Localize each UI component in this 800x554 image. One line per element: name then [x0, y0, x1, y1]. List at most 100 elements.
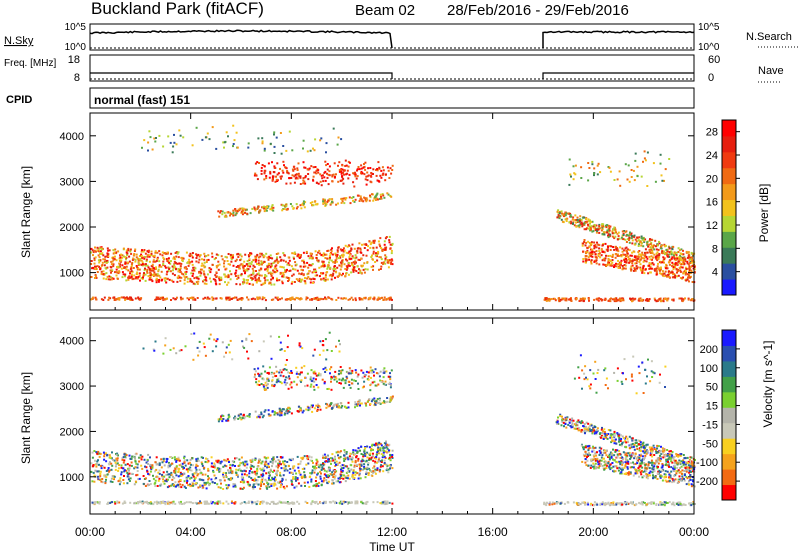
range-cell [588, 227, 590, 230]
range-cell [99, 259, 102, 262]
range-cell [345, 465, 348, 468]
range-cell [215, 477, 218, 480]
range-cell [376, 442, 379, 445]
range-cell [155, 266, 157, 269]
range-cell [371, 254, 373, 257]
range-cell [215, 253, 218, 256]
range-cell [663, 501, 666, 504]
range-cell [102, 277, 105, 280]
range-cell [679, 269, 682, 272]
range-cell [179, 479, 182, 482]
range-cell [185, 479, 187, 482]
range-cell [257, 272, 260, 275]
range-cell [365, 471, 368, 474]
range-cell [553, 502, 556, 505]
range-cell [379, 193, 382, 196]
range-cell [162, 298, 165, 301]
range-cell [146, 268, 149, 271]
range-cell [377, 240, 380, 243]
range-cell [326, 163, 329, 165]
range-cell [263, 296, 266, 299]
range-cell [331, 274, 334, 277]
range-cell [593, 501, 596, 504]
range-cell [206, 297, 209, 300]
range-cell [379, 468, 382, 471]
range-cell [246, 269, 249, 272]
range-cell [291, 274, 294, 277]
range-cell [303, 455, 306, 458]
range-cell [377, 296, 380, 299]
range-cell [181, 465, 184, 468]
colorbar-swatch [722, 263, 736, 280]
range-cell [269, 468, 272, 471]
range-cell [293, 257, 295, 260]
range-cell [241, 488, 244, 490]
range-cell [247, 275, 250, 278]
range-cell [588, 167, 591, 169]
range-cell [295, 278, 298, 281]
range-cell [97, 254, 100, 257]
range-cell [195, 281, 198, 284]
range-cell [122, 273, 125, 276]
range-cell [389, 247, 392, 250]
range-cell [223, 458, 226, 461]
range-cell [286, 263, 289, 266]
range-cell [227, 275, 230, 278]
range-cell [150, 502, 153, 505]
range-cell [618, 237, 621, 240]
range-cell [346, 501, 349, 504]
range-cell [330, 248, 333, 251]
range-cell [271, 476, 274, 479]
range-cell [165, 473, 168, 476]
range-cell [349, 249, 352, 252]
range-cell [202, 486, 205, 489]
range-cell [230, 273, 233, 276]
range-cell [660, 174, 663, 177]
range-cell [616, 263, 619, 266]
range-cell [373, 471, 376, 474]
range-cell [391, 502, 394, 505]
range-cell [341, 164, 344, 167]
range-cell [283, 460, 286, 463]
range-cell [142, 482, 145, 485]
range-cell [372, 199, 375, 202]
range-cell [267, 272, 270, 275]
range-cell [572, 501, 575, 504]
range-cell [319, 470, 322, 473]
range-cell [236, 253, 239, 256]
range-cell [643, 157, 646, 160]
range-cell [172, 297, 175, 300]
range-cell [356, 500, 359, 503]
range-cell [557, 209, 560, 212]
range-cell [293, 465, 296, 468]
range-cell [366, 468, 369, 471]
range-cell [611, 261, 614, 264]
range-cell [130, 298, 133, 301]
range-cell [261, 500, 264, 503]
range-cell [386, 464, 389, 467]
range-cell [114, 248, 117, 251]
range-cell [391, 457, 394, 459]
range-cell [180, 500, 182, 503]
range-cell [180, 256, 183, 259]
range-cell [283, 208, 286, 210]
range-cell [298, 175, 301, 178]
range-cell [636, 236, 639, 239]
range-cell [686, 260, 689, 263]
range-cell [340, 467, 343, 470]
range-cell [251, 460, 254, 463]
range-cell [681, 266, 684, 269]
range-cell [164, 503, 167, 506]
range-cell [342, 464, 345, 467]
range-cell [159, 253, 162, 256]
range-cell [322, 180, 325, 183]
range-cell [374, 457, 377, 460]
range-cell [266, 502, 269, 505]
range-cell [341, 168, 344, 171]
range-cell [334, 502, 336, 505]
range-cell [237, 265, 240, 268]
range-cell [147, 484, 149, 487]
range-cell [246, 296, 248, 299]
range-cell [279, 272, 282, 275]
range-cell [606, 229, 609, 232]
